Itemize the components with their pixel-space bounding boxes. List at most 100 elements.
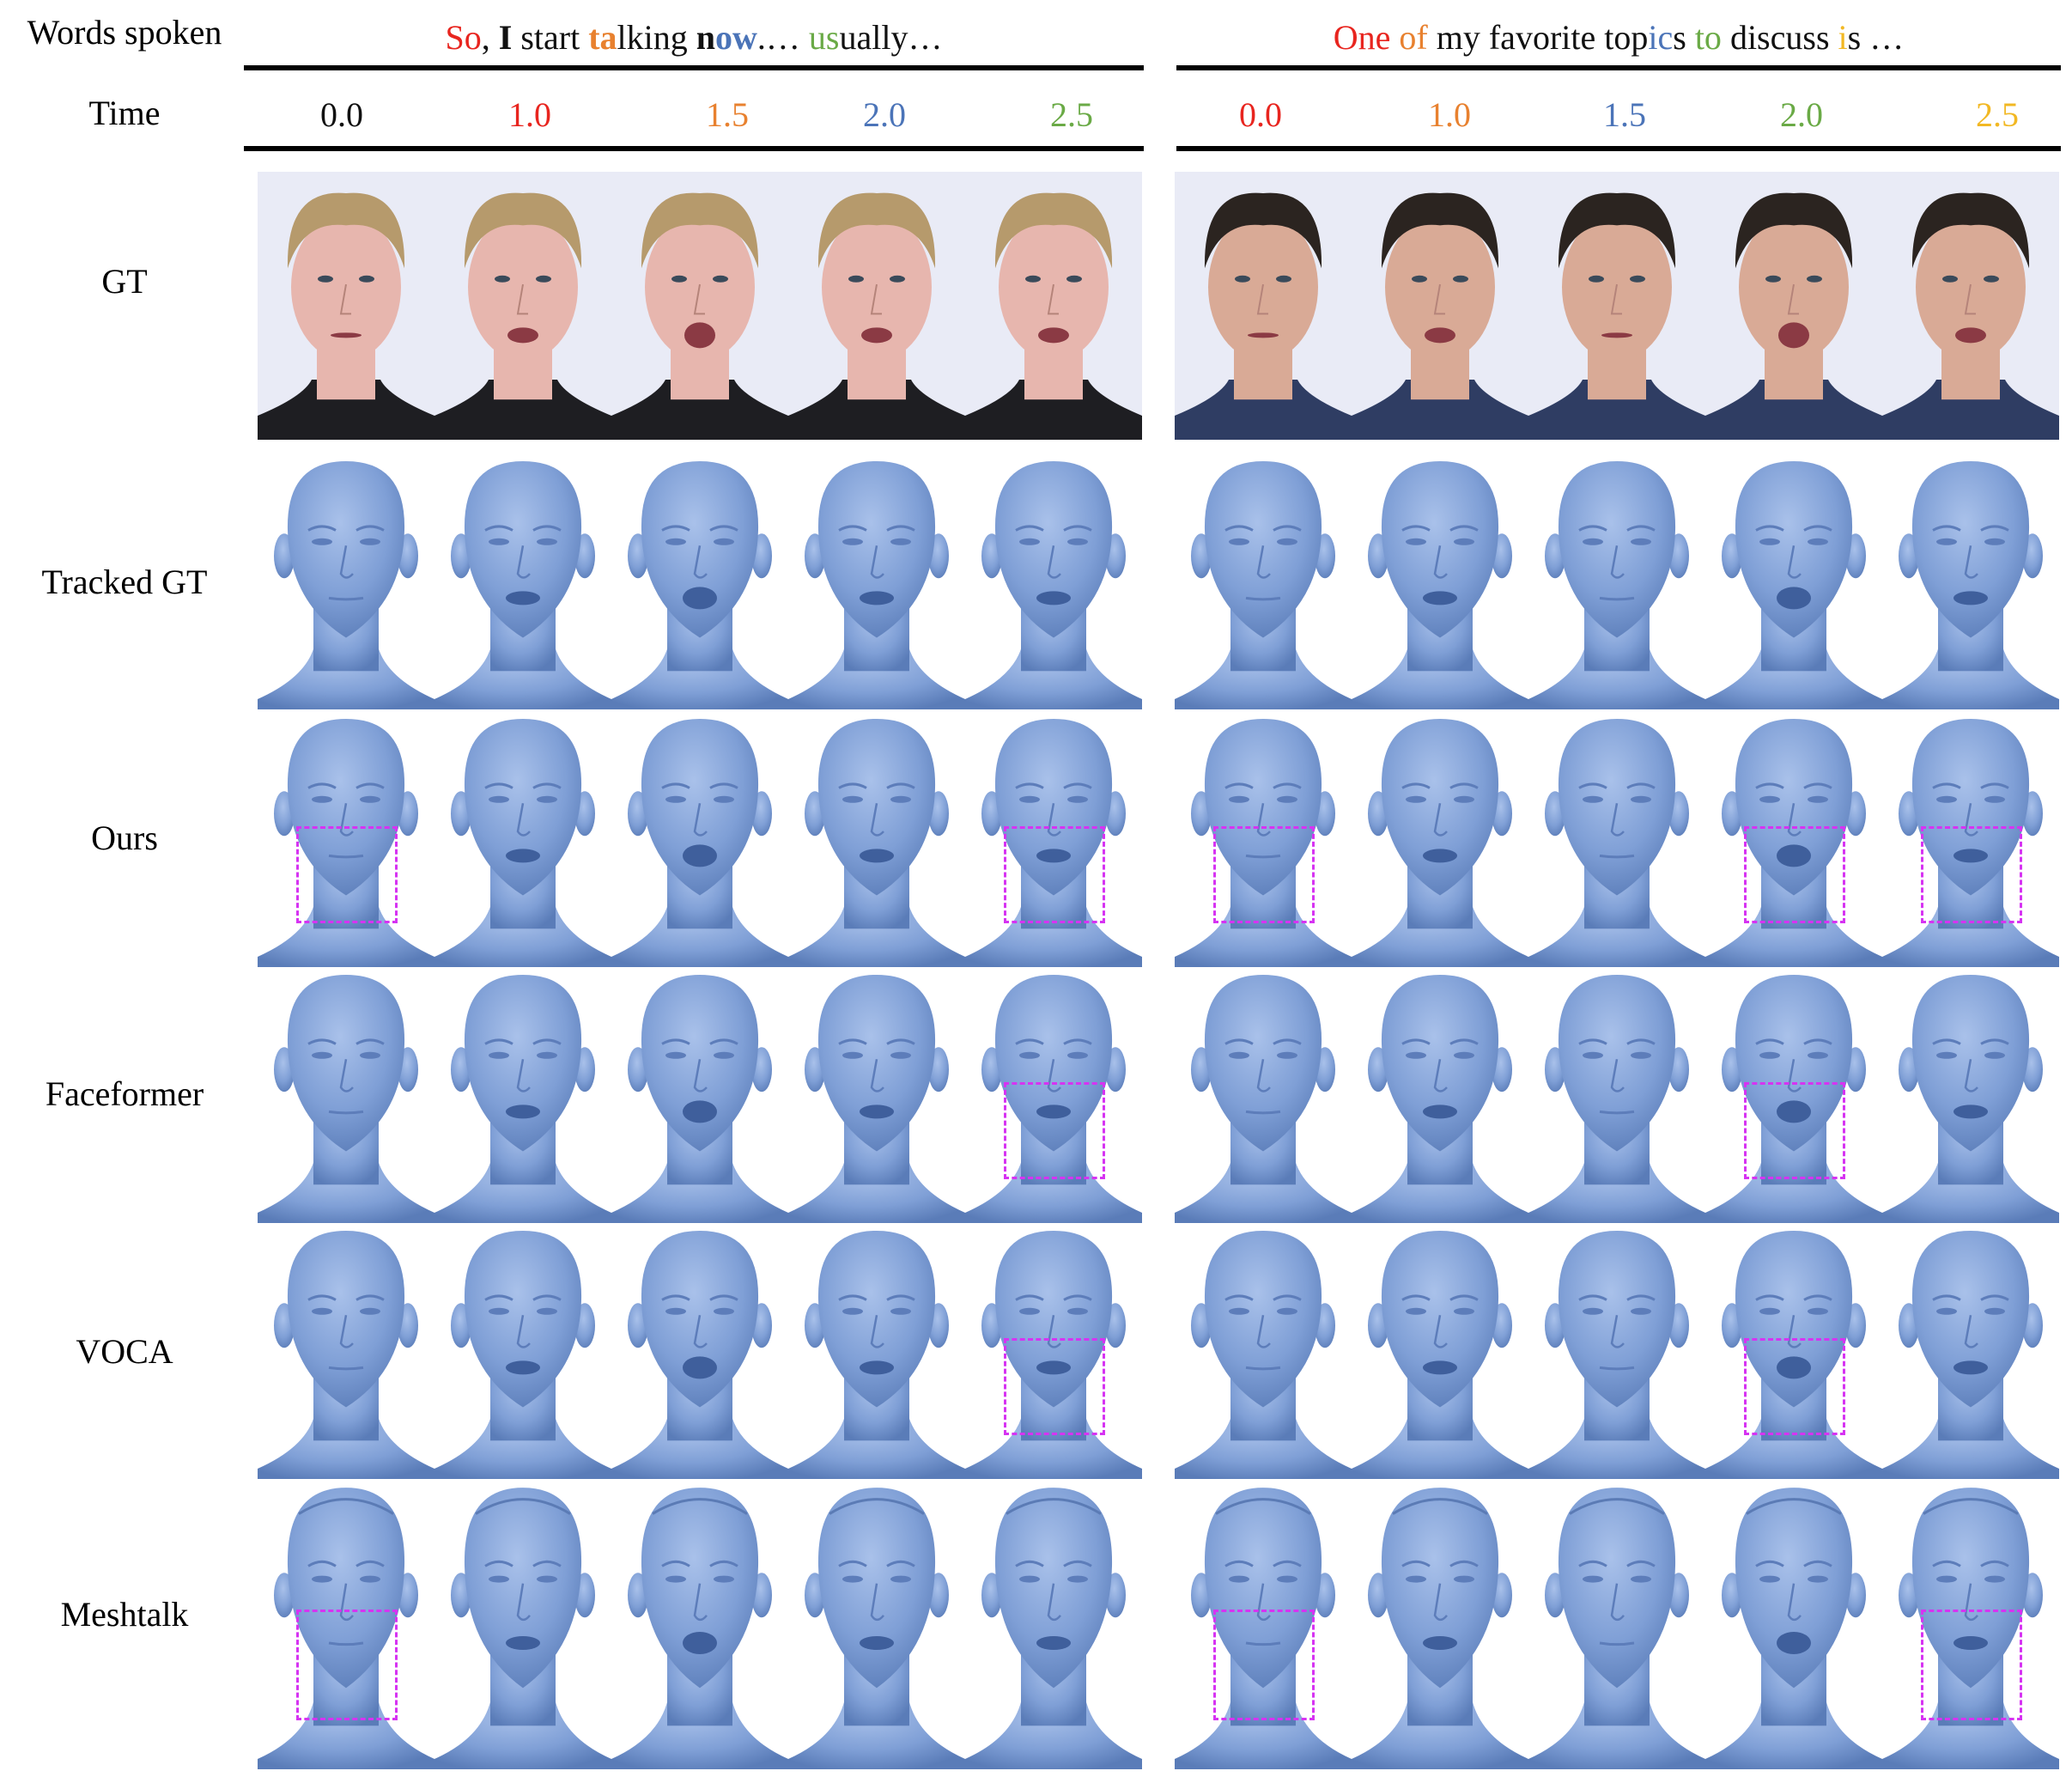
rule-top-right	[1176, 65, 2061, 70]
mesh-head-render	[965, 1488, 1142, 1769]
rule-bottom-right	[1176, 146, 2061, 151]
mesh-cell	[1352, 1479, 1528, 1769]
mesh-head-render	[434, 1230, 611, 1479]
gt-photo-cell	[1528, 172, 1705, 440]
sentence-segment	[1390, 18, 1399, 57]
mesh-head-render	[434, 718, 611, 967]
gt-photo-frame	[1705, 192, 1882, 440]
gt-photo-cell	[611, 172, 788, 440]
mesh-cell	[1705, 1479, 1882, 1769]
mesh-head-render	[611, 974, 788, 1223]
sentence-segment: to	[1694, 18, 1722, 57]
mesh-head-render	[1882, 718, 2059, 967]
row-label: Meshtalk	[60, 1595, 189, 1634]
mesh-head-render	[1175, 1230, 1352, 1479]
time-value: 1.5	[706, 95, 749, 134]
highlight-dashed-box	[296, 1610, 398, 1720]
sentence-segment: One	[1333, 18, 1391, 57]
gt-photo-cell	[1882, 172, 2059, 440]
mesh-head-render	[788, 460, 965, 709]
highlight-dashed-box	[1921, 826, 2022, 924]
mesh-head-render	[434, 1488, 611, 1769]
mesh-cell	[1528, 967, 1705, 1223]
time-value: 1.0	[508, 95, 551, 134]
mesh-head-render	[611, 1488, 788, 1769]
mesh-cell	[965, 967, 1142, 1223]
mesh-cell	[1175, 967, 1352, 1223]
mesh-head-render	[611, 1230, 788, 1479]
mesh-head-render	[788, 1488, 965, 1769]
mesh-head-render	[1882, 460, 2059, 709]
mesh-head-render	[965, 460, 1142, 709]
mesh-cell	[1882, 1223, 2059, 1479]
sentence-segment: s …	[1847, 18, 1905, 57]
gt-photo-frame	[1175, 192, 1352, 440]
mesh-head-render	[258, 974, 434, 1223]
mesh-head-render	[1705, 460, 1882, 709]
time-value: 2.0	[1780, 95, 1823, 134]
sentence-segment: us	[808, 18, 840, 57]
mesh-cell	[965, 1479, 1142, 1769]
mesh-cell	[1352, 711, 1528, 967]
highlight-dashed-box	[1744, 1082, 1845, 1180]
mesh-head-render	[1705, 718, 1882, 967]
mesh-cell	[1882, 1479, 2059, 1769]
mesh-cell	[258, 967, 434, 1223]
mesh-head-render	[434, 460, 611, 709]
mesh-head-render	[788, 1230, 965, 1479]
mesh-cell	[1705, 1223, 1882, 1479]
mesh-cell	[434, 1223, 611, 1479]
mesh-head-render	[1705, 974, 1882, 1223]
mesh-cell	[258, 711, 434, 967]
mesh-cell	[1175, 1223, 1352, 1479]
mesh-head-render	[788, 718, 965, 967]
mesh-cell	[965, 1223, 1142, 1479]
sentence-segment: ta	[588, 18, 617, 57]
gt-photo-frame	[611, 192, 788, 440]
mesh-cell	[1528, 1479, 1705, 1769]
mesh-head-render	[1528, 974, 1705, 1223]
gt-photo-cell	[1352, 172, 1528, 440]
sentence-segment: n	[696, 18, 716, 57]
mesh-cell	[1528, 1223, 1705, 1479]
gt-photo-frame	[258, 192, 434, 440]
mesh-cell	[1882, 453, 2059, 709]
rule-top-left	[244, 65, 1144, 70]
mesh-head-render	[1882, 1488, 2059, 1769]
highlight-dashed-box	[1744, 826, 1845, 924]
gt-photo-cell	[434, 172, 611, 440]
highlight-dashed-box	[296, 826, 398, 924]
time-value: 0.0	[1239, 95, 1282, 134]
mesh-cell	[611, 1479, 788, 1769]
time-value: 1.5	[1603, 95, 1646, 134]
highlight-dashed-box	[1004, 826, 1105, 924]
mesh-cell	[434, 453, 611, 709]
mesh-cell	[1528, 453, 1705, 709]
mesh-head-render	[1882, 1230, 2059, 1479]
mesh-head-render	[1528, 1488, 1705, 1769]
sentence-segment: start	[512, 18, 589, 57]
mesh-cell	[611, 967, 788, 1223]
mesh-head-render	[258, 1230, 434, 1479]
sentence-segment: my favorite top	[1427, 18, 1649, 57]
time-value: 2.0	[863, 95, 906, 134]
mesh-cell	[1705, 967, 1882, 1223]
row-label: Faceformer	[45, 1074, 204, 1113]
mesh-head-render	[1705, 1488, 1882, 1769]
gt-photo-frame	[965, 192, 1142, 440]
mesh-cell	[611, 1223, 788, 1479]
mesh-head-render	[788, 974, 965, 1223]
mesh-cell	[965, 711, 1142, 967]
mesh-cell	[788, 1223, 965, 1479]
mesh-cell	[1882, 711, 2059, 967]
gt-photo-cell	[965, 172, 1142, 440]
mesh-cell	[788, 967, 965, 1223]
row-label: VOCA	[76, 1332, 173, 1371]
sentence-segment: So	[445, 18, 482, 57]
mesh-head-render	[1352, 460, 1528, 709]
mesh-cell	[258, 1479, 434, 1769]
mesh-head-render	[1528, 1230, 1705, 1479]
gt-photo-cell	[1705, 172, 1882, 440]
time-value: 1.0	[1428, 95, 1471, 134]
sentence-right: One of my favorite topics to discuss is …	[1176, 17, 2061, 58]
